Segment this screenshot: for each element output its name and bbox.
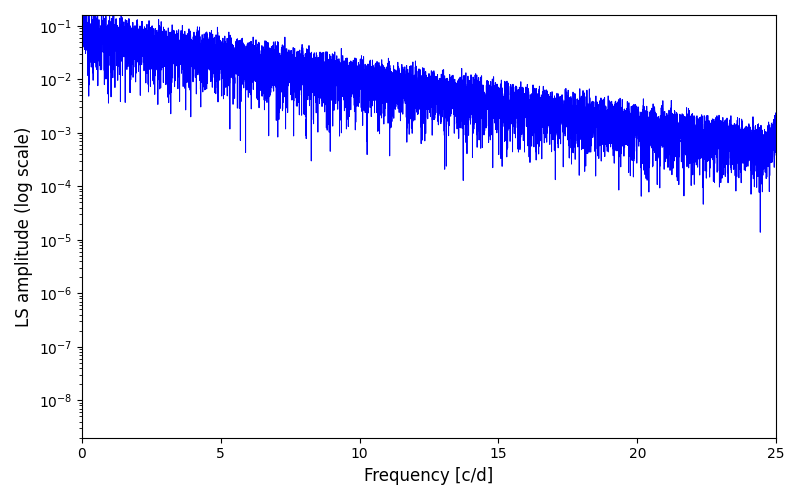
X-axis label: Frequency [c/d]: Frequency [c/d] [364,467,494,485]
Y-axis label: LS amplitude (log scale): LS amplitude (log scale) [15,126,33,326]
